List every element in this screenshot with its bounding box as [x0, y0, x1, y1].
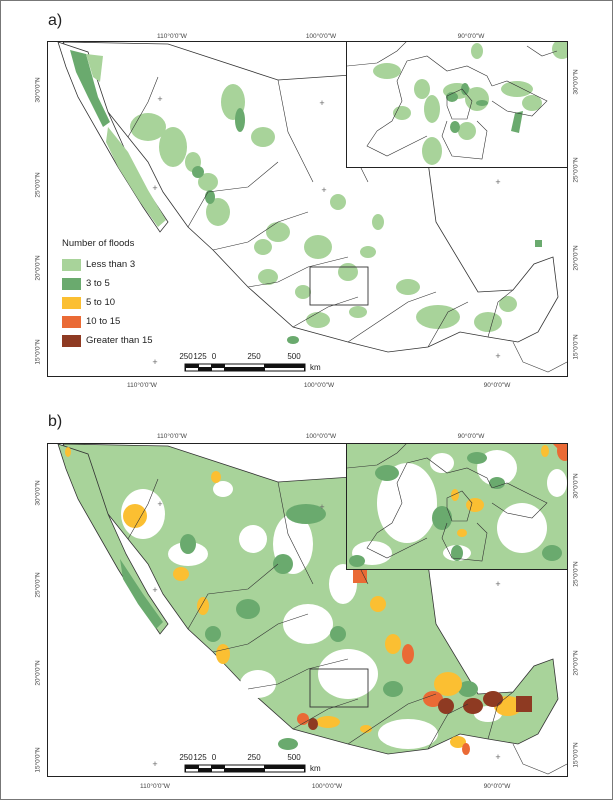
graticule-cross: + [319, 98, 325, 108]
panel-b-bottom-tick-110w: 110°0'0"W [140, 783, 170, 790]
graticule-cross: + [495, 752, 501, 762]
panel-a-right-tick-20n: 20°0'0"N [572, 245, 580, 271]
scale-unit: km [310, 363, 321, 372]
legend-title: Number of floods [62, 238, 135, 249]
panel-b-top-tick-100w: 100°0'0"W [305, 433, 337, 440]
panel-b-bottom-tick-100w: 100°0'0"W [311, 783, 343, 790]
legend-swatch [62, 334, 81, 347]
scale-label: 250 [179, 753, 193, 762]
panel-b-map: + + + + + + [47, 443, 568, 777]
legend-swatch [62, 315, 81, 328]
panel-a-right-tick-15n: 15°0'0"N [572, 334, 580, 360]
graticule-cross: + [319, 502, 325, 512]
panel-a-map: + + + + + + + [47, 41, 568, 377]
panel-a-left-tick-20n: 20°0'0"N [34, 255, 42, 281]
legend-item-less-than-3: Less than 3 [62, 255, 182, 274]
scale-label: 250 [247, 753, 261, 762]
panel-a-right-tick-25n: 25°0'0"N [572, 157, 580, 183]
panel-b-left-tick-20n: 20°0'0"N [34, 660, 42, 686]
panel-b-top-tick-110w: 110°0'0"W [157, 433, 187, 440]
scale-label: 125 [193, 352, 207, 361]
scale-label: 500 [287, 352, 301, 361]
graticule-cross: + [157, 499, 163, 509]
panel-b-map-svg [57, 444, 567, 775]
legend-item-3-to-5: 3 to 5 [62, 274, 182, 293]
legend-label: Less than 3 [86, 259, 136, 270]
panel-a-top-tick-90w: 90°0'0"W [457, 33, 485, 40]
graticule-cross: + [495, 351, 501, 361]
scale-label: 250 [179, 352, 193, 361]
legend-label: 3 to 5 [86, 278, 110, 289]
panel-a-left-tick-25n: 25°0'0"N [34, 172, 42, 198]
panel-a-left-tick-30n: 30°0'0"N [34, 77, 42, 103]
scale-bar-graphic [184, 363, 306, 372]
panel-b-left-tick-30n: 30°0'0"N [34, 480, 42, 506]
legend-label: Greater than 15 [86, 335, 153, 346]
panel-a-map-svg [57, 42, 567, 373]
graticule-cross: + [152, 357, 158, 367]
legend-swatch [62, 258, 81, 271]
scale-unit: km [310, 764, 321, 773]
graticule-cross: + [152, 183, 158, 193]
panel-a-left-tick-15n: 15°0'0"N [34, 339, 42, 365]
panel-b-left-tick-25n: 25°0'0"N [34, 572, 42, 598]
scale-bar-graphic [184, 764, 306, 773]
legend-swatch [62, 277, 81, 290]
graticule-cross: + [152, 585, 158, 595]
panel-b-inset-map [346, 444, 567, 570]
panel-b-right-tick-20n: 20°0'0"N [572, 650, 580, 676]
panel-a-top-tick-110w: 110°0'0"W [157, 33, 187, 40]
panel-b-bottom-tick-90w: 90°0'0"W [483, 783, 511, 790]
panel-a-label: a) [48, 12, 63, 29]
scale-label: 0 [211, 352, 217, 361]
scale-label: 0 [211, 753, 217, 762]
graticule-cross: + [321, 185, 327, 195]
panel-a-top-tick-100w: 100°0'0"W [305, 33, 337, 40]
panel-a-bottom-tick-110w: 110°0'0"W [127, 382, 157, 389]
legend-item-10-to-15: 10 to 15 [62, 312, 182, 331]
panel-a-right-tick-30n: 30°0'0"N [572, 69, 580, 95]
scale-label: 250 [247, 352, 261, 361]
panel-b-right-tick-30n: 30°0'0"N [572, 473, 580, 499]
panel-a-inset-map [346, 42, 567, 168]
legend-item-5-to-10: 5 to 10 [62, 293, 182, 312]
panel-a-scale-bar: 250 125 0 250 500 km [179, 352, 320, 372]
panel-b-right-tick-25n: 25°0'0"N [572, 561, 580, 587]
panel-a-bottom-tick-100w: 100°0'0"W [303, 382, 335, 389]
legend-item-greater-than-15: Greater than 15 [62, 331, 182, 350]
scale-label: 125 [193, 753, 207, 762]
panel-b-right-tick-15n: 15°0'0"N [572, 742, 580, 768]
graticule-cross: + [157, 94, 163, 104]
legend-swatch [62, 296, 81, 309]
panel-b-label: b) [48, 413, 63, 430]
scale-label: 500 [287, 753, 301, 762]
panel-b-left-tick-15n: 15°0'0"N [34, 747, 42, 773]
graticule-cross: + [152, 759, 158, 769]
legend-label: 5 to 10 [86, 297, 116, 308]
graticule-cross: + [495, 177, 501, 187]
legend-label: 10 to 15 [86, 316, 121, 327]
panel-a-bottom-tick-90w: 90°0'0"W [483, 382, 511, 389]
legend: Number of floods Less than 3 3 to 5 5 to… [62, 238, 182, 350]
graticule-cross: + [495, 579, 501, 589]
panel-b-scale-bar: 250 125 0 250 500 km [179, 753, 320, 773]
panel-b-top-tick-90w: 90°0'0"W [457, 433, 485, 440]
